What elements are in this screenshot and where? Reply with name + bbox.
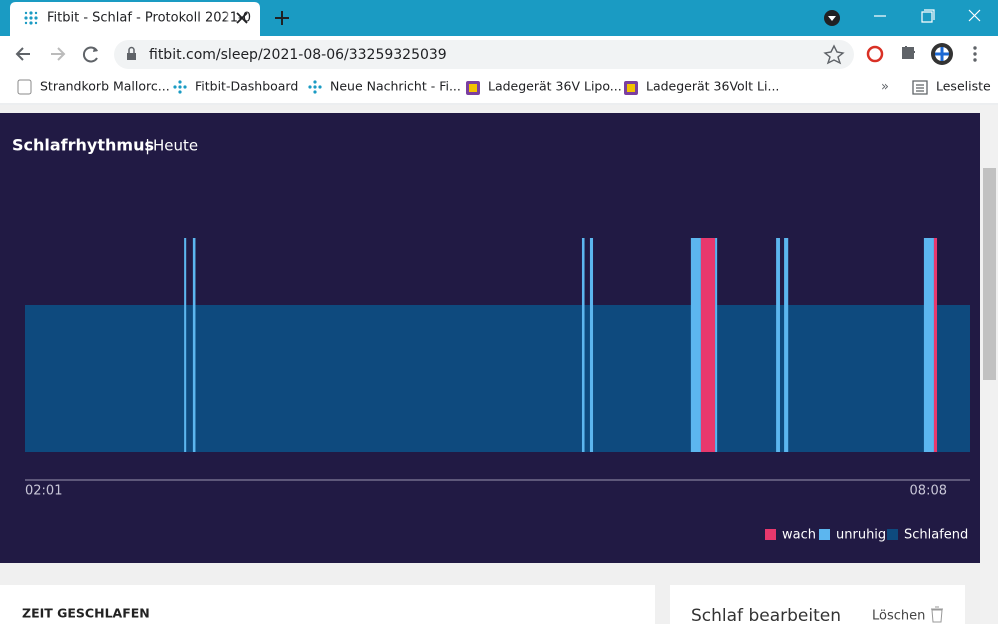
delete-link[interactable]: Löschen	[872, 609, 925, 624]
reload[interactable]	[83, 46, 98, 63]
chart-title: Schlafrhythmus	[12, 136, 154, 155]
reload-arrow	[93, 47, 98, 52]
sleep-segment	[25, 305, 970, 452]
favicon	[24, 11, 38, 25]
bookmark-icon	[313, 80, 317, 84]
extension-icon[interactable]	[866, 45, 884, 63]
bookmark-icon	[308, 85, 312, 89]
chart-subtitle: Heute	[153, 137, 198, 155]
sleep-segment	[581, 238, 585, 452]
sleep-segment	[923, 238, 934, 452]
card-heading: ZEIT GESCHLAFEN	[22, 606, 150, 621]
bookmark-icon	[469, 84, 477, 92]
tab-close[interactable]	[236, 12, 248, 24]
scrollbar-thumb[interactable]	[983, 168, 996, 380]
sleep-segment	[589, 238, 594, 452]
profile-logo	[935, 47, 949, 61]
legend-swatch	[887, 529, 898, 540]
back[interactable]	[15, 47, 30, 61]
bookmark-icon	[627, 84, 635, 92]
sleep-segment	[184, 238, 187, 452]
x-tick-label: 08:08	[910, 484, 947, 499]
sleep-segment	[690, 238, 701, 452]
bookmark-icon	[313, 85, 317, 89]
sleep-segment	[715, 238, 718, 452]
bookmark-icon	[17, 79, 32, 95]
legend-swatch	[765, 529, 776, 540]
new-tab[interactable]	[275, 11, 289, 25]
bookmark[interactable]: Strandkorb Mallorc...	[40, 79, 170, 94]
card-title: Schlaf bearbeiten	[691, 606, 841, 624]
bookmark-icon	[178, 90, 182, 94]
lock-shackle	[128, 46, 135, 53]
close-window[interactable]	[968, 9, 981, 22]
url: fitbit.com/sleep/2021-08-06/33259325039	[149, 47, 447, 63]
sleep-segment	[933, 238, 938, 452]
legend-swatch	[819, 529, 830, 540]
extensions[interactable]	[902, 46, 915, 59]
menu[interactable]	[973, 46, 977, 62]
chart-separator: |	[145, 137, 150, 155]
reading-list[interactable]: Leseliste	[936, 79, 991, 94]
tab[interactable]	[10, 2, 260, 36]
omnibox[interactable]	[114, 40, 854, 69]
bookmark-icon	[183, 85, 187, 89]
lock	[127, 53, 136, 60]
legend-label: wach	[782, 528, 816, 543]
card	[0, 585, 655, 624]
bookmark[interactable]: Ladegerät 36Volt Li...	[646, 79, 779, 94]
reading-list-icon	[912, 80, 928, 95]
bookmark[interactable]: Fitbit-Dashboard	[195, 79, 298, 94]
tab-fade	[200, 6, 230, 30]
bookmark-icon	[178, 85, 182, 89]
bookmark-star[interactable]	[823, 44, 845, 65]
bookmark-icon	[313, 90, 317, 94]
sleep-segment	[700, 238, 716, 452]
bookmark-icon	[178, 80, 182, 84]
trash-icon[interactable]	[931, 606, 943, 623]
forward[interactable]	[51, 47, 66, 61]
bookmark-icon	[318, 85, 322, 89]
restore[interactable]	[921, 9, 935, 23]
legend-label: Schlafend	[904, 528, 968, 543]
card	[670, 585, 965, 624]
bookmark[interactable]: Ladegerät 36V Lipo...	[488, 79, 622, 94]
tab-search-arrow	[828, 16, 836, 21]
sleep-segment	[784, 238, 789, 452]
legend-label: unruhig	[836, 528, 886, 543]
sleep-segment	[776, 238, 780, 452]
sleep-segment	[192, 238, 196, 452]
bookmark[interactable]: Neue Nachricht - Fi...	[330, 79, 461, 94]
more-bookmarks[interactable]: »	[881, 80, 889, 95]
bookmark-icon	[173, 85, 177, 89]
x-tick-label: 02:01	[25, 484, 62, 499]
